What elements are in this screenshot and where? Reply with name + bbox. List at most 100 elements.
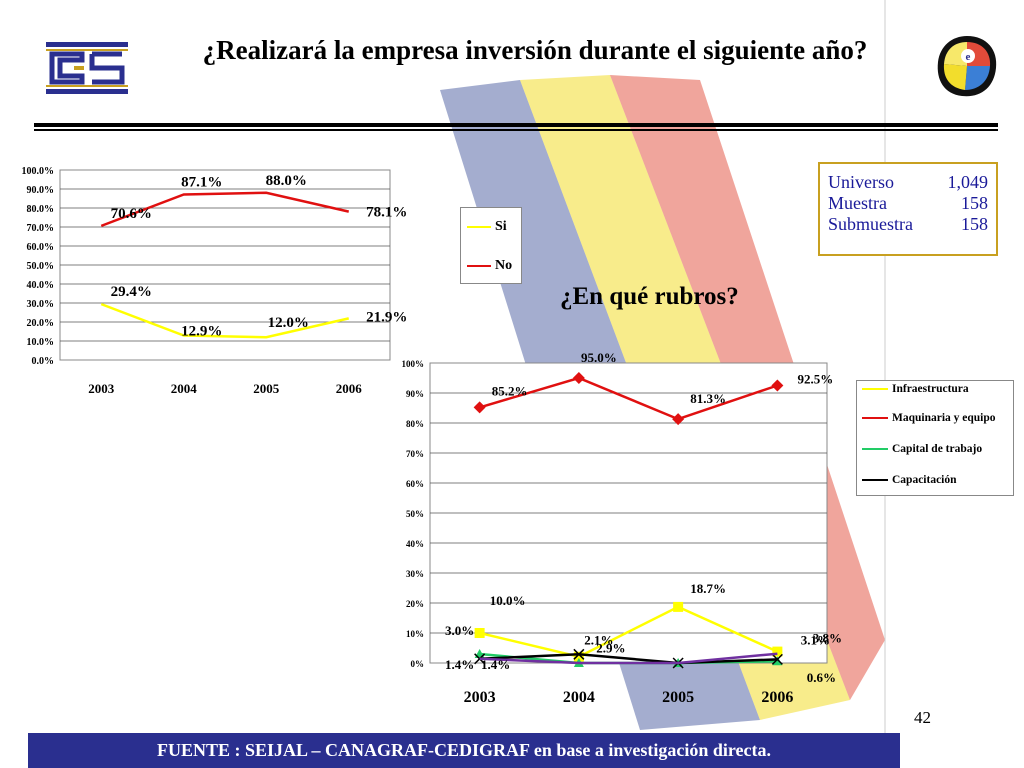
data-label: 2.1%	[584, 633, 613, 648]
y-tick-label: 30.0%	[27, 299, 55, 310]
data-label: 12.0%	[268, 315, 309, 331]
slide-title: ¿Realizará la empresa inversión durante …	[202, 35, 868, 65]
y-tick-label: 80.0%	[27, 204, 55, 215]
data-label: 87.1%	[181, 175, 222, 191]
series-line	[100, 191, 350, 228]
y-tick-label: 60%	[406, 479, 424, 489]
info-label: Submuestra	[828, 214, 913, 234]
x-tick-label: 2003	[88, 381, 115, 396]
company-logo-right: e	[937, 36, 997, 97]
info-row-universo: Universo 1,049	[828, 172, 988, 193]
info-value: 158	[961, 214, 988, 234]
data-label: 12.9%	[181, 323, 222, 339]
data-label: 3.1%	[801, 633, 830, 648]
data-label: 1.4%	[445, 657, 474, 672]
data-label: 2.9%	[596, 640, 625, 655]
data-label: 81.3%	[690, 391, 726, 406]
y-tick-label: 70.0%	[27, 223, 55, 234]
source-footer: FUENTE : SEIJAL – CANAGRAF-CEDIGRAF en b…	[28, 733, 900, 768]
legend-label: Capital de trabajo	[892, 443, 983, 455]
y-tick-label: 30%	[406, 569, 424, 579]
data-label: 29.4%	[111, 284, 152, 300]
sample-info-box: Universo 1,049 Muestra 158 Submuestra 15…	[818, 162, 998, 256]
data-point	[771, 653, 783, 665]
legend-swatch	[862, 479, 888, 481]
chart2-question: ¿En qué rubros?	[560, 283, 739, 310]
series-line	[479, 653, 778, 665]
data-label: 70.6%	[111, 206, 152, 222]
svg-text:e: e	[966, 51, 971, 63]
legend-label: Infraestructura	[892, 383, 969, 395]
info-label: Muestra	[828, 193, 887, 213]
data-label: 78.1%	[366, 205, 407, 221]
info-row-muestra: Muestra 158	[828, 193, 988, 214]
legend-label: Maquinaria y equipo	[892, 412, 996, 424]
data-label: 0.6%	[807, 670, 836, 685]
data-label: 85.2%	[492, 383, 528, 398]
y-tick-label: 90%	[406, 389, 424, 399]
y-tick-label: 70%	[406, 449, 424, 459]
x-tick-label: 2003	[464, 689, 496, 706]
legend-swatch	[467, 226, 491, 228]
y-tick-label: 10%	[406, 629, 424, 639]
data-point	[772, 646, 783, 657]
y-tick-label: 0%	[411, 659, 425, 669]
y-tick-label: 50.0%	[27, 261, 55, 272]
info-label: Universo	[828, 172, 894, 192]
chart2-legend: Infraestructura Maquinaria y equipo Capi…	[856, 380, 1014, 496]
legend-swatch	[862, 417, 888, 419]
series-line	[479, 605, 778, 659]
y-tick-label: 10.0%	[27, 337, 55, 348]
data-label: 3.0%	[445, 623, 474, 638]
company-logo-left	[46, 42, 128, 94]
data-point	[573, 648, 585, 660]
legend-label: No	[495, 258, 513, 273]
data-point	[771, 379, 784, 392]
y-tick-label: 40%	[406, 539, 424, 549]
legend-swatch	[862, 388, 888, 390]
data-label: 10.0%	[490, 593, 526, 608]
series-line	[100, 302, 350, 339]
info-value: 158	[961, 193, 988, 213]
legend-item-no: No	[467, 258, 512, 274]
data-label: 92.5%	[798, 372, 834, 387]
series-line	[479, 376, 778, 421]
x-tick-label: 2006	[336, 381, 363, 396]
legend-item-si: Si	[467, 219, 507, 235]
data-label: 18.7%	[690, 581, 726, 596]
title-rule-thin	[34, 129, 998, 131]
y-tick-label: 80%	[406, 419, 424, 429]
data-point	[673, 601, 684, 612]
legend-swatch	[467, 265, 491, 267]
y-tick-label: 100%	[402, 359, 425, 369]
y-tick-label: 40.0%	[27, 280, 55, 291]
y-tick-label: 100.0%	[22, 166, 55, 177]
x-tick-label: 2004	[563, 689, 595, 706]
data-label: 95.0%	[581, 350, 617, 365]
x-tick-label: 2005	[662, 689, 694, 706]
legend-swatch	[862, 448, 888, 450]
legend-label: Si	[495, 219, 507, 234]
investment-yes-no-chart: 0.0% 10.0% 20.0% 30.0% 40.0% 50.0% 60.0% 70.0% 8…	[22, 166, 408, 396]
legend-item-maquinaria: Maquinaria y equipo	[862, 412, 996, 424]
chart1-legend: Si No	[460, 207, 522, 284]
investment-areas-chart: 0% 10% 20% 30% 40% 50% 60% 70% 80% 90% 100% 2003 200…	[402, 350, 843, 706]
data-point	[572, 372, 585, 384]
y-tick-label: 50%	[406, 509, 424, 519]
y-tick-label: 20%	[406, 599, 424, 609]
x-tick-label: 2004	[171, 381, 198, 396]
data-point	[473, 401, 486, 414]
data-point	[474, 628, 485, 638]
data-point	[573, 651, 584, 662]
legend-item-capital: Capital de trabajo	[862, 443, 982, 455]
data-label: 3.8%	[813, 631, 842, 646]
legend-label: Capacitación	[892, 474, 957, 486]
y-tick-label: 0.0%	[32, 356, 55, 367]
series-line	[479, 652, 778, 665]
x-tick-label: 2005	[253, 381, 280, 396]
data-point	[672, 413, 685, 426]
x-tick-label: 2006	[761, 689, 793, 706]
data-label: 21.9%	[366, 309, 407, 325]
info-row-submuestra: Submuestra 158	[828, 214, 988, 235]
y-tick-label: 90.0%	[27, 185, 55, 196]
